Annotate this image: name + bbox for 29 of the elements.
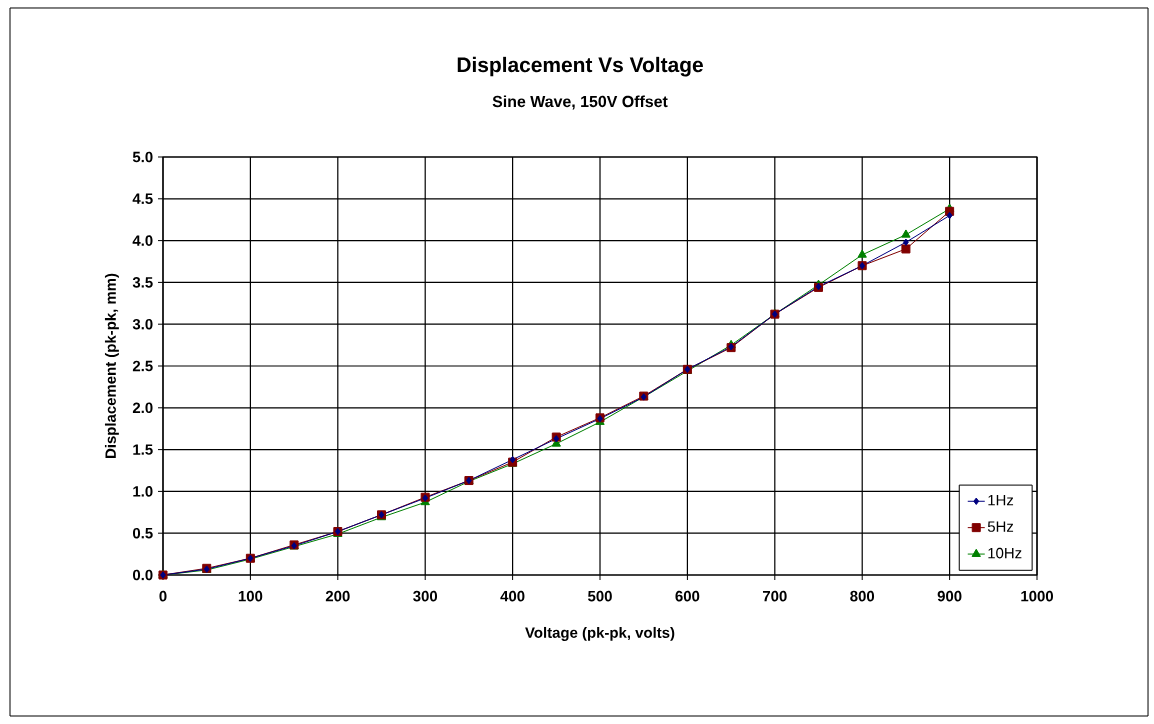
legend-label: 5Hz xyxy=(987,521,1014,532)
y-tick-label: 0.5 xyxy=(132,527,153,539)
y-tick-label: 4.5 xyxy=(132,193,153,205)
x-tick-label: 500 xyxy=(587,590,612,602)
x-tick-label: 400 xyxy=(500,590,525,602)
x-tick-label: 700 xyxy=(762,590,787,602)
y-tick-label: 2.0 xyxy=(132,402,153,414)
x-tick-label: 900 xyxy=(937,590,962,602)
y-tick-label: 2.5 xyxy=(132,360,153,372)
x-tick-label: 600 xyxy=(675,590,700,602)
x-tick-label: 800 xyxy=(850,590,875,602)
y-axis-title: Displacement (pk-pk, mm) xyxy=(104,273,119,459)
y-tick-label: 0.0 xyxy=(132,569,153,581)
y-tick-label: 3.0 xyxy=(132,318,153,330)
x-tick-label: 100 xyxy=(238,590,263,602)
chart-subtitle: Sine Wave, 150V Offset xyxy=(492,95,668,110)
y-tick-label: 4.0 xyxy=(132,235,153,246)
x-tick-label: 300 xyxy=(413,590,438,602)
y-tick-label: 1.0 xyxy=(133,486,153,497)
x-tick-label: 1000 xyxy=(1021,590,1053,602)
y-tick-label: 3.5 xyxy=(132,277,153,288)
legend-label: 10Hz xyxy=(988,547,1022,559)
legend-label: 1Hz xyxy=(988,495,1014,506)
y-tick-label: 1.5 xyxy=(133,444,153,455)
x-axis-title: Voltage (pk-pk, volts) xyxy=(525,626,675,641)
x-tick-label: 200 xyxy=(325,590,350,602)
x-tick-label: 0 xyxy=(159,590,167,602)
chart-title: Displacement Vs Voltage xyxy=(457,56,703,77)
y-tick-label: 5.0 xyxy=(132,151,153,163)
